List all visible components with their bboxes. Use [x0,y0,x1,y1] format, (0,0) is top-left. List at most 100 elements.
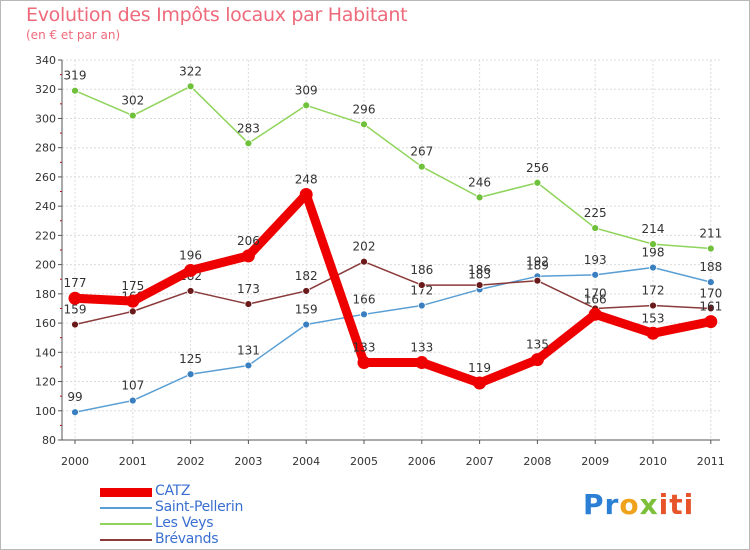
legend-label-brevands: Brévands [155,531,219,547]
data-label-brevands-2009: 170 [584,286,607,300]
point-les-veys-2000 [71,86,79,95]
chart-subtitle: (en € et par an) [26,28,121,42]
point-saint-pellerin-2005 [360,310,368,319]
point-les-veys-2006 [417,162,426,171]
data-label-saint-pellerin-2011: 188 [699,260,722,274]
point-les-veys-2002 [186,82,195,91]
y-tick-label-240: 240 [35,200,56,213]
point-catz-2008 [530,353,544,367]
data-label-catz-2001: 175 [121,279,144,293]
point-les-veys-2007 [475,193,484,202]
data-label-saint-pellerin-2001: 107 [121,379,144,393]
data-label-catz-2006: 133 [410,341,433,355]
data-label-brevands-2006: 186 [410,263,433,277]
data-label-brevands-2003: 173 [237,282,260,296]
point-brevands-2008 [533,276,542,285]
x-tick-label-2002: 2002 [177,455,205,468]
y-tick-label-160: 160 [35,317,56,330]
y-tick-label-220: 220 [35,229,56,242]
point-saint-pellerin-2001 [128,396,137,405]
y-tick-label-80: 80 [42,434,56,447]
point-brevands-2000 [71,320,79,329]
point-catz-2005 [357,356,371,370]
proxiti-logo: Proxiti [583,488,695,521]
point-brevands-2007 [475,281,484,289]
x-tick-label-2004: 2004 [292,455,320,468]
data-label-brevands-2008: 189 [526,259,549,273]
data-label-saint-pellerin-2009: 193 [584,253,607,267]
data-label-les-veys-2005: 296 [353,102,376,116]
data-label-catz-2000: 177 [64,276,87,290]
data-label-catz-2008: 135 [526,338,549,352]
data-label-saint-pellerin-2006: 172 [410,284,433,298]
data-label-les-veys-2006: 267 [410,145,433,159]
x-tick-label-2000: 2000 [61,455,89,468]
point-saint-pellerin-2003 [244,361,253,370]
legend-label-les-veys: Les Veys [155,515,214,531]
data-label-les-veys-2002: 322 [179,64,202,78]
point-saint-pellerin-2009 [591,270,600,279]
point-brevands-2006 [417,281,426,289]
data-label-catz-2009: 166 [584,292,607,306]
data-label-saint-pellerin-2002: 125 [179,352,202,366]
point-catz-2009 [588,307,602,321]
legend-swatch-saint-pellerin [100,507,152,509]
data-label-saint-pellerin-2010: 198 [642,246,665,260]
data-label-les-veys-2011: 211 [699,227,722,241]
y-tick-label-120: 120 [35,376,56,389]
point-catz-2007 [473,376,487,390]
data-label-les-veys-2010: 214 [642,222,665,236]
x-tick-label-2006: 2006 [408,455,436,468]
point-saint-pellerin-2006 [417,301,426,310]
point-brevands-2011 [706,304,715,313]
y-tick-label-140: 140 [35,346,56,359]
point-brevands-2010 [649,301,657,310]
point-saint-pellerin-2011 [706,278,715,287]
point-les-veys-2003 [244,139,253,148]
data-label-catz-2002: 196 [179,248,202,262]
data-label-catz-2010: 153 [642,311,665,325]
data-label-les-veys-2001: 302 [121,94,144,108]
chart-title: Evolution des Impôts locaux par Habitant [26,4,408,26]
y-tick-label-260: 260 [35,171,56,184]
data-label-saint-pellerin-2003: 131 [237,343,260,357]
legend-label-saint-pellerin: Saint-Pellerin [155,499,244,515]
data-label-catz-2004: 248 [295,172,318,186]
point-saint-pellerin-2002 [186,370,195,379]
data-label-les-veys-2003: 283 [237,121,260,135]
data-label-catz-2005: 133 [353,341,376,355]
data-label-les-veys-2009: 225 [584,206,607,220]
point-brevands-2003 [244,300,253,308]
y-tick-label-200: 200 [35,259,56,272]
data-label-les-veys-2007: 246 [468,175,491,189]
y-tick-label-180: 180 [35,288,56,301]
data-label-catz-2011: 161 [699,300,722,314]
y-tick-label-320: 320 [35,83,56,96]
data-label-saint-pellerin-2004: 159 [295,303,318,317]
data-label-les-veys-2000: 319 [64,69,87,83]
point-saint-pellerin-2000 [71,408,79,417]
legend-swatch-catz [100,488,152,497]
data-label-brevands-2005: 202 [353,240,376,254]
point-saint-pellerin-2004 [302,320,311,329]
x-tick-label-2011: 2011 [697,455,725,468]
x-tick-label-2010: 2010 [639,455,667,468]
data-label-brevands-2000: 159 [64,303,87,317]
x-tick-label-2001: 2001 [119,455,147,468]
legend-label-catz: CATZ [155,483,191,499]
legend-swatch-brevands [100,539,152,541]
data-label-les-veys-2004: 309 [295,83,318,97]
series-line-les-veys [74,85,712,250]
point-saint-pellerin-2010 [649,263,657,272]
data-label-saint-pellerin-2005: 166 [353,292,376,306]
point-catz-2002 [184,263,198,277]
y-tick-label-340: 340 [35,54,56,67]
data-label-brevands-2004: 182 [295,269,318,283]
point-les-veys-2001 [128,111,137,120]
point-brevands-2002 [186,287,195,295]
point-les-veys-2010 [649,240,657,249]
data-label-saint-pellerin-2008: 192 [526,254,549,268]
point-catz-2000 [68,291,82,305]
y-tick-label-300: 300 [35,112,56,125]
